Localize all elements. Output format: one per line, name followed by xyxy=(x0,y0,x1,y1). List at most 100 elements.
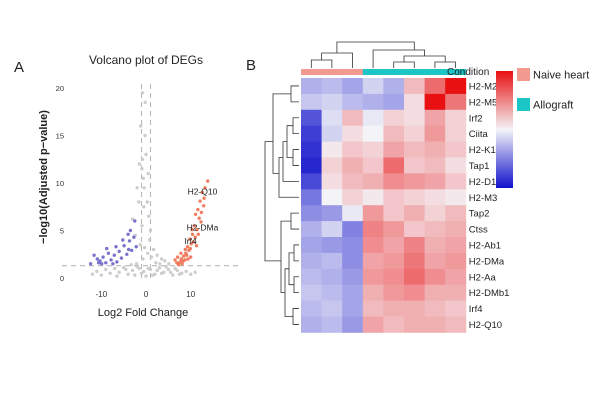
heatmap-cell xyxy=(362,93,384,111)
volcano-point-down xyxy=(126,232,130,236)
heatmap-cell xyxy=(342,93,364,111)
condition-legend-swatch xyxy=(517,68,530,81)
heatmap-cell xyxy=(404,109,425,127)
volcano-point-ns xyxy=(117,270,121,274)
heatmap-cell xyxy=(424,173,446,190)
heatmap-cell xyxy=(321,205,343,222)
heatmap-cell xyxy=(362,78,384,95)
volcano-point-ns xyxy=(140,167,144,171)
volcano-point-down xyxy=(132,235,136,239)
heatmap-cells xyxy=(301,78,467,333)
heatmap-cell xyxy=(404,268,425,286)
volcano-point-ns xyxy=(149,255,154,259)
volcano-point-up xyxy=(188,246,192,251)
volcano-point-down xyxy=(127,239,132,243)
heatmap-cell xyxy=(404,316,425,333)
heatmap-cell xyxy=(404,189,425,206)
volcano-point-up xyxy=(179,251,183,255)
heatmap-cell xyxy=(445,109,467,127)
volcano-point-up xyxy=(202,204,206,208)
heatmap-row-label: H2-Aa xyxy=(469,272,497,283)
volcano-point-ns xyxy=(163,259,167,263)
heatmap-cell xyxy=(301,189,322,206)
volcano-point-up xyxy=(178,260,182,264)
heatmap-cell xyxy=(342,78,364,95)
volcano-point-ns xyxy=(159,257,164,261)
heatmap-cell xyxy=(424,221,446,238)
condition-legend-label: Allograft xyxy=(533,100,573,112)
heatmap-row-label: Irf2 xyxy=(469,113,483,124)
heatmap-cell xyxy=(342,268,364,286)
heatmap-row-label: Ciita xyxy=(469,129,489,140)
condition-bar-cell xyxy=(362,69,384,75)
volcano-point-down xyxy=(130,248,134,253)
heatmap-cell xyxy=(424,237,446,254)
heatmap-cell xyxy=(301,268,322,286)
volcano-point-down xyxy=(121,238,125,242)
volcano-point-up xyxy=(194,244,199,248)
heatmap-cell xyxy=(301,316,322,333)
heatmap-cell xyxy=(301,78,322,95)
volcano-point-ns xyxy=(140,157,145,161)
volcano-point-ns xyxy=(115,274,119,278)
heatmap-row-label: Tap2 xyxy=(469,209,490,220)
volcano-point-up xyxy=(193,235,197,239)
volcano-gene-label: H2-DMa xyxy=(187,223,219,233)
volcano-point-ns xyxy=(148,228,153,233)
volcano-y-tick-label: 15 xyxy=(56,132,64,141)
heatmap-cell xyxy=(362,125,384,142)
row-dendro-branch xyxy=(264,141,281,262)
volcano-point-up xyxy=(202,196,206,200)
heatmap-cell xyxy=(445,173,467,190)
heatmap-cell xyxy=(362,221,384,238)
heatmap-cell xyxy=(445,189,467,206)
heatmap-cell xyxy=(362,300,384,317)
panel-a-label: A xyxy=(14,59,24,76)
heatmap-cell xyxy=(342,125,364,142)
volcano-point-down xyxy=(117,249,121,254)
heatmap-cell xyxy=(321,268,343,286)
volcano-point-up xyxy=(190,227,194,232)
volcano-point-ns xyxy=(154,261,158,265)
heatmap-cell xyxy=(301,252,322,270)
heatmap-cell xyxy=(342,221,364,238)
heatmap-colorbar xyxy=(496,71,513,188)
heatmap-row-label: H2-K1 xyxy=(469,145,496,156)
heatmap-cell xyxy=(321,221,343,238)
volcano-point-up xyxy=(189,255,193,259)
volcano-y-tick-label: 20 xyxy=(56,84,64,93)
heatmap-cell xyxy=(424,78,446,95)
heatmap-cell xyxy=(445,300,467,317)
volcano-ylabel: −log10(Adjusted p−value) xyxy=(38,110,50,244)
heatmap-cell xyxy=(445,205,467,222)
volcano-point-ns xyxy=(147,238,152,242)
heatmap-cell xyxy=(321,316,343,333)
col-dendro-branch xyxy=(336,41,415,53)
heatmap-cell xyxy=(321,109,343,127)
volcano-point-ns xyxy=(134,262,139,266)
heatmap-row-label: Ctss xyxy=(469,225,488,236)
condition-legend-title: Condition xyxy=(447,67,489,78)
condition-legend-swatch xyxy=(517,98,530,111)
heatmap-cell xyxy=(342,189,364,206)
heatmap-row-label: H2-M5 xyxy=(469,97,498,108)
volcano-point-up xyxy=(199,210,204,215)
heatmap-cell xyxy=(301,141,322,158)
volcano-point-down xyxy=(96,261,101,265)
volcano-point-ns xyxy=(143,245,147,250)
volcano-point-ns xyxy=(124,267,128,272)
volcano-point-down xyxy=(104,261,108,265)
col-dendro-branch xyxy=(372,49,426,68)
volcano-point-up xyxy=(198,199,202,203)
row-dendro-branch xyxy=(290,85,299,103)
heatmap-cell xyxy=(424,93,446,111)
volcano-point-ns xyxy=(139,271,144,275)
volcano-point-ns xyxy=(184,269,188,274)
heatmap-cell xyxy=(445,284,467,301)
volcano-point-ns xyxy=(142,186,146,190)
heatmap-cell xyxy=(404,237,425,254)
heatmap-cell xyxy=(362,141,384,158)
heatmap-cell xyxy=(301,284,322,301)
heatmap-cell xyxy=(383,268,405,286)
heatmap-cell xyxy=(301,205,322,222)
